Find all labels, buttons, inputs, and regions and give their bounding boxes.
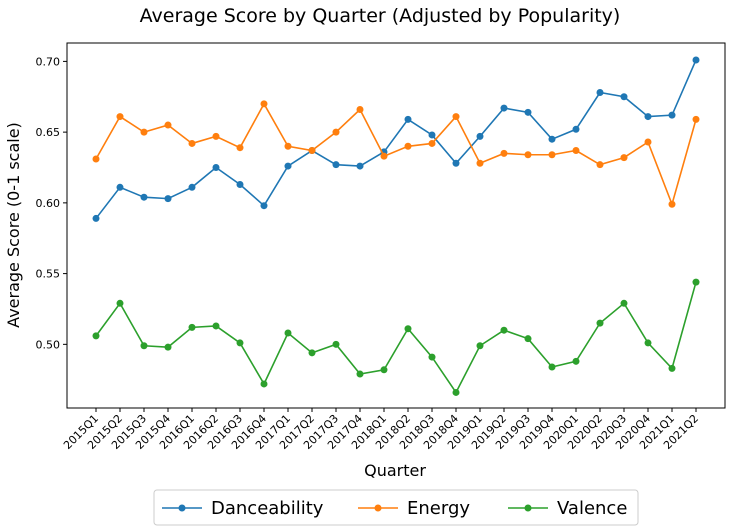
data-point-valence (356, 370, 364, 378)
data-point-danceability (140, 193, 148, 201)
data-point-energy (356, 105, 364, 113)
data-point-danceability (620, 93, 628, 101)
data-point-valence (500, 326, 508, 334)
data-point-energy (620, 154, 628, 162)
data-point-energy (212, 132, 220, 140)
data-point-danceability (500, 104, 508, 112)
data-point-danceability (356, 162, 364, 170)
plot-area (66, 42, 726, 409)
data-point-valence (188, 323, 196, 331)
y-tick-label: 0.65 (36, 126, 61, 139)
data-point-danceability (452, 159, 460, 167)
data-point-energy (428, 139, 436, 147)
data-point-energy (500, 149, 508, 157)
data-point-valence (92, 332, 100, 340)
data-point-danceability (332, 161, 340, 169)
x-axis-label: Quarter (364, 461, 426, 480)
y-tick-label: 0.55 (36, 268, 61, 281)
data-point-energy (332, 128, 340, 136)
data-point-valence (164, 343, 172, 351)
data-point-danceability (260, 202, 268, 210)
legend-label-danceability: Danceability (211, 498, 324, 519)
data-point-danceability (284, 162, 292, 170)
data-point-energy (404, 142, 412, 150)
data-point-energy (476, 159, 484, 167)
data-point-danceability (116, 183, 124, 191)
data-point-energy (452, 113, 460, 121)
y-axis: 0.50 0.55 0.60 0.65 0.70 (36, 55, 67, 351)
data-point-energy (596, 161, 604, 169)
data-point-energy (140, 128, 148, 136)
data-point-danceability (668, 111, 676, 119)
legend-label-valence: Valence (557, 498, 627, 519)
data-point-energy (308, 147, 316, 155)
data-point-energy (548, 151, 556, 159)
data-point-energy (692, 115, 700, 123)
data-point-energy (668, 200, 676, 208)
legend: Danceability Energy Valence (153, 489, 639, 526)
data-point-danceability (644, 113, 652, 121)
data-point-danceability (476, 132, 484, 140)
data-point-energy (236, 144, 244, 152)
data-point-danceability (428, 131, 436, 139)
data-point-danceability (404, 115, 412, 123)
data-point-valence (428, 353, 436, 361)
data-point-valence (452, 388, 460, 396)
data-point-energy (284, 142, 292, 150)
series-line-energy (95, 102, 697, 207)
data-point-valence (236, 339, 244, 347)
data-point-valence (548, 363, 556, 371)
series-line-valence (95, 281, 697, 395)
data-point-valence (692, 278, 700, 286)
chart-title: Average Score by Quarter (Adjusted by Po… (140, 5, 621, 27)
data-point-energy (164, 121, 172, 129)
data-point-energy (260, 100, 268, 108)
data-point-valence (212, 322, 220, 330)
legend-marker-valence (524, 504, 532, 512)
legend-label-energy: Energy (407, 498, 470, 519)
data-point-energy (572, 147, 580, 155)
data-point-valence (380, 366, 388, 374)
data-point-valence (644, 339, 652, 347)
data-point-valence (596, 319, 604, 327)
data-point-energy (92, 155, 100, 163)
data-point-danceability (548, 135, 556, 143)
y-axis-label: Average Score (0-1 scale) (4, 122, 23, 328)
data-point-valence (308, 349, 316, 357)
data-point-valence (668, 364, 676, 372)
data-point-valence (476, 342, 484, 350)
series-layer (92, 56, 700, 396)
data-point-valence (284, 329, 292, 337)
data-point-danceability (164, 195, 172, 203)
data-point-energy (380, 152, 388, 160)
data-point-danceability (572, 125, 580, 133)
series-line-danceability (95, 59, 697, 219)
legend-marker-danceability (178, 504, 186, 512)
y-tick-label: 0.70 (36, 55, 61, 68)
data-point-danceability (524, 108, 532, 116)
data-point-valence (572, 357, 580, 365)
data-point-valence (404, 325, 412, 333)
data-point-energy (644, 138, 652, 146)
data-point-danceability (692, 56, 700, 64)
data-point-valence (116, 299, 124, 307)
y-tick-label: 0.50 (36, 338, 61, 351)
data-point-energy (524, 151, 532, 159)
data-point-energy (116, 113, 124, 121)
data-point-danceability (212, 163, 220, 171)
data-point-valence (620, 299, 628, 307)
data-point-valence (524, 335, 532, 343)
data-point-danceability (92, 214, 100, 222)
data-point-energy (188, 139, 196, 147)
data-point-danceability (188, 183, 196, 191)
x-axis: 2015Q12015Q22015Q32015Q42016Q12016Q22016… (61, 408, 701, 452)
y-tick-label: 0.60 (36, 197, 61, 210)
legend-marker-energy (374, 504, 382, 512)
data-point-valence (260, 380, 268, 388)
data-point-danceability (236, 180, 244, 188)
data-point-valence (332, 340, 340, 348)
data-point-valence (140, 342, 148, 350)
data-point-danceability (596, 89, 604, 97)
